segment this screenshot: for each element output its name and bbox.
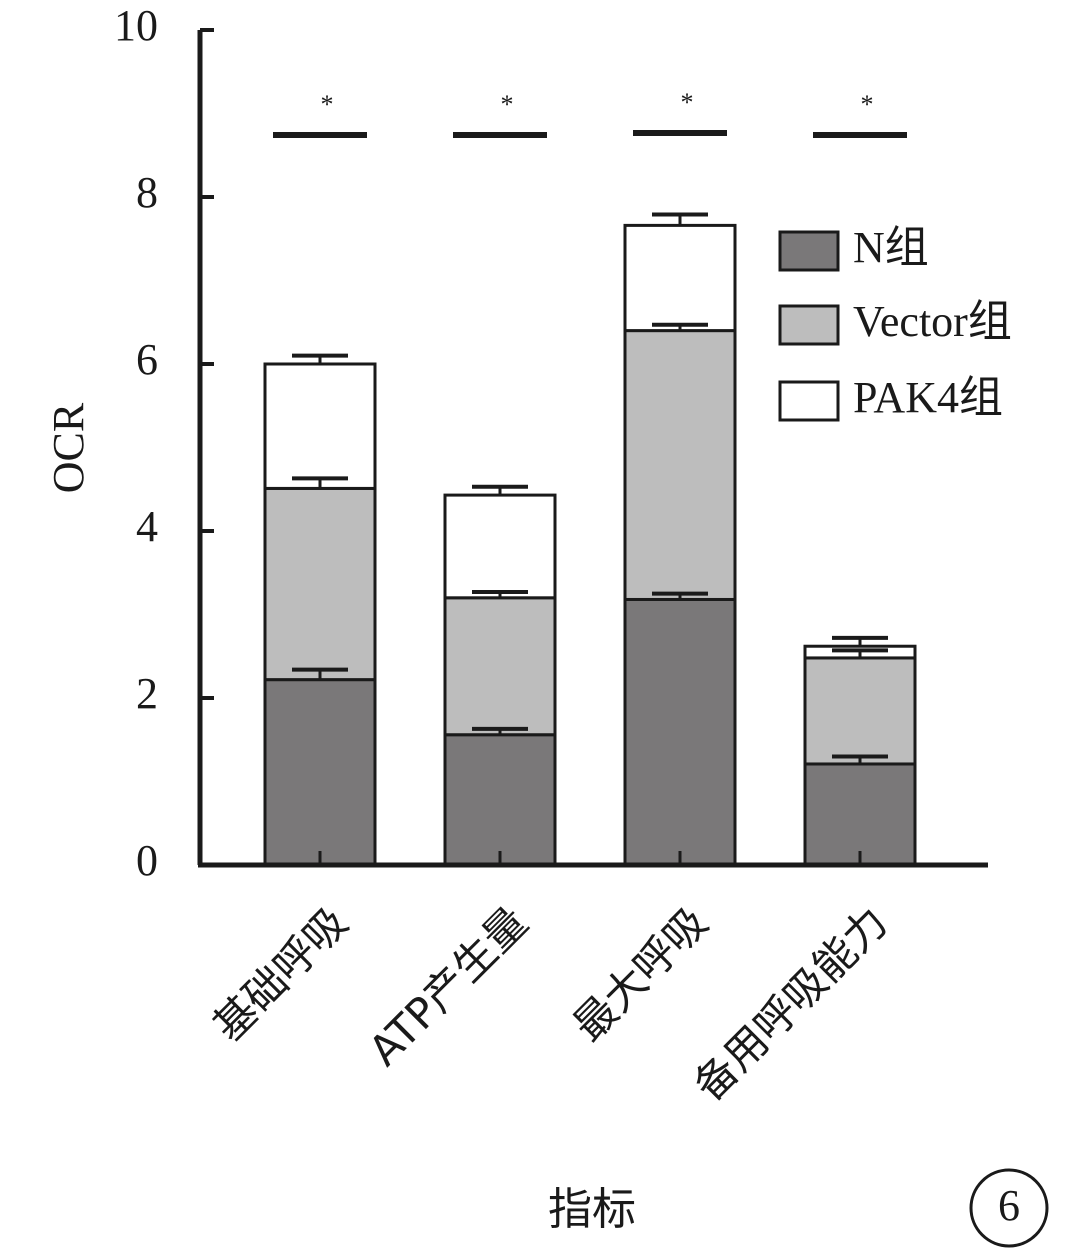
x-tick-label-cat1: 基础呼吸: [204, 897, 357, 1050]
bar-cat3-series2: [623, 329, 737, 601]
legend-label-series1: N组: [853, 223, 929, 272]
bar-cat2-series3: [443, 493, 557, 600]
y-tick-label-8: 8: [136, 168, 158, 217]
bar-cat1-series1: [263, 678, 377, 867]
significance-marker-cat1: *: [321, 90, 334, 119]
bar-cat2-series2: [443, 596, 557, 737]
y-axis-label: OCR: [44, 402, 93, 493]
y-tick-label-10: 10: [114, 1, 158, 50]
significance-marker-cat3: *: [681, 88, 694, 117]
y-tick-label-0: 0: [136, 836, 158, 885]
significance-marker-cat2: *: [501, 90, 514, 119]
bar-cat3-series3: [623, 223, 737, 333]
legend-swatch-series3: [778, 380, 840, 422]
figure-number: 6: [998, 1181, 1020, 1230]
bar-cat2-series1: [443, 733, 557, 867]
bar-cat4-series1: [803, 762, 917, 867]
x-axis-label: 指标: [548, 1184, 636, 1235]
legend-label-series2: Vector组: [853, 297, 1012, 346]
figure-number-circle: [969, 1168, 1049, 1248]
bar-cat1-series2: [263, 486, 377, 682]
y-tick-label-4: 4: [136, 502, 158, 551]
bar-cat3-series1: [623, 597, 737, 867]
legend-label-series3: PAK4组: [853, 373, 1003, 422]
x-tick-label-cat3: 最大呼吸: [564, 897, 717, 1050]
x-tick-label-cat2: ATP产生量: [359, 897, 537, 1075]
y-tick-label-6: 6: [136, 335, 158, 384]
significance-marker-cat4: *: [861, 90, 874, 119]
x-tick-label-cat4: 备用呼吸能力: [684, 897, 897, 1110]
legend-swatch-series2: [778, 304, 840, 346]
legend-swatch-series1: [778, 230, 840, 272]
bar-cat4-series2: [803, 656, 917, 766]
bar-cat1-series3: [263, 362, 377, 490]
y-tick-label-2: 2: [136, 669, 158, 718]
